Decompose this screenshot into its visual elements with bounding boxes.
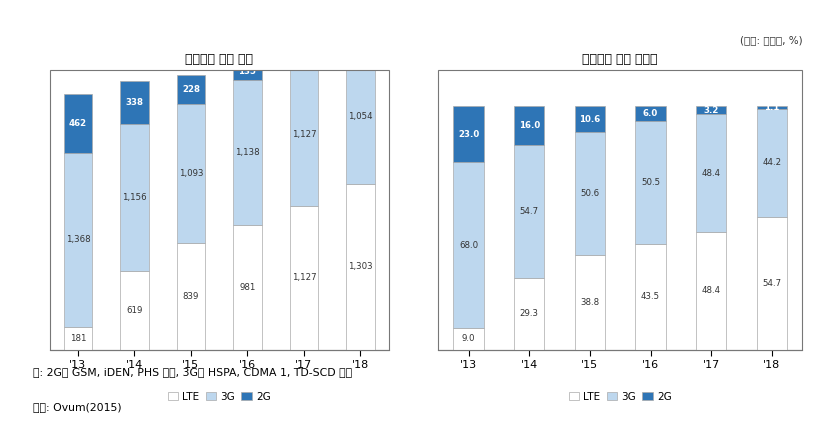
- Text: 27: 27: [355, 44, 366, 53]
- Text: 9.0: 9.0: [462, 334, 476, 343]
- Text: 44.2: 44.2: [762, 158, 782, 167]
- Bar: [696, 232, 726, 350]
- Bar: [120, 81, 149, 124]
- Bar: [757, 109, 787, 217]
- Text: 48.4: 48.4: [701, 286, 721, 295]
- Bar: [453, 106, 484, 162]
- Text: 181: 181: [69, 333, 86, 343]
- Text: 1,303: 1,303: [348, 262, 373, 271]
- Bar: [64, 153, 92, 326]
- Text: 48.4: 48.4: [701, 169, 721, 177]
- Text: 1,368: 1,368: [65, 235, 90, 244]
- Bar: [453, 328, 484, 350]
- Text: 981: 981: [239, 283, 256, 292]
- Text: 1,138: 1,138: [235, 148, 260, 157]
- Text: 자료: Ovum(2015): 자료: Ovum(2015): [33, 402, 122, 412]
- Text: 29.3: 29.3: [520, 309, 538, 319]
- Bar: [289, 53, 318, 63]
- Bar: [514, 278, 544, 350]
- Bar: [64, 94, 92, 153]
- Text: 1,054: 1,054: [348, 112, 373, 121]
- Text: 43.5: 43.5: [641, 292, 660, 301]
- Bar: [575, 255, 605, 350]
- Text: 68.0: 68.0: [459, 240, 478, 250]
- Text: 338: 338: [126, 98, 143, 107]
- Text: 1.1: 1.1: [764, 103, 780, 112]
- Text: 50.6: 50.6: [581, 189, 600, 198]
- Bar: [453, 162, 484, 328]
- Bar: [177, 104, 205, 243]
- Legend: LTE, 3G, 2G: LTE, 3G, 2G: [565, 388, 676, 406]
- Text: 228: 228: [182, 85, 200, 94]
- Bar: [177, 75, 205, 104]
- Bar: [635, 106, 666, 121]
- Text: 3.2: 3.2: [704, 106, 719, 115]
- Text: 1,093: 1,093: [179, 169, 203, 178]
- Bar: [635, 121, 666, 244]
- Bar: [757, 106, 787, 109]
- Text: 75: 75: [298, 54, 310, 63]
- Text: 54.7: 54.7: [519, 207, 539, 216]
- Text: 16.0: 16.0: [519, 121, 540, 130]
- Text: (단위: 백만대, %): (단위: 백만대, %): [739, 35, 802, 45]
- Bar: [575, 106, 605, 132]
- Bar: [757, 217, 787, 350]
- Bar: [120, 124, 149, 271]
- Text: 839: 839: [183, 292, 199, 301]
- Text: 10.6: 10.6: [579, 115, 600, 124]
- Text: 135: 135: [238, 67, 256, 76]
- Legend: LTE, 3G, 2G: LTE, 3G, 2G: [164, 388, 275, 406]
- Bar: [233, 80, 261, 225]
- Bar: [64, 326, 92, 350]
- Text: 23.0: 23.0: [458, 130, 480, 139]
- Text: 주: 2G는 GSM, iDEN, PHS 합계, 3G는 HSPA, CDMA 1, TD-SCD 합계: 주: 2G는 GSM, iDEN, PHS 합계, 3G는 HSPA, CDMA…: [33, 367, 352, 377]
- Bar: [514, 146, 544, 278]
- Text: 〄단말기 판매 비중々: 〄단말기 판매 비중々: [582, 52, 658, 66]
- Text: 38.8: 38.8: [581, 298, 600, 307]
- Bar: [347, 46, 375, 50]
- Bar: [120, 271, 149, 350]
- Bar: [233, 225, 261, 350]
- Bar: [347, 184, 375, 350]
- Bar: [438, 70, 802, 350]
- Bar: [696, 106, 726, 114]
- Text: 1,127: 1,127: [292, 274, 316, 282]
- Bar: [289, 63, 318, 206]
- Bar: [635, 244, 666, 350]
- Text: 6.0: 6.0: [643, 109, 658, 118]
- Bar: [233, 63, 261, 80]
- Text: 〄단말기 판매 수々: 〄단말기 판매 수々: [185, 52, 253, 66]
- Bar: [289, 206, 318, 350]
- Bar: [50, 70, 389, 350]
- Bar: [575, 132, 605, 255]
- Text: 54.7: 54.7: [762, 278, 782, 288]
- Text: 462: 462: [69, 119, 87, 128]
- Text: 1,156: 1,156: [122, 193, 146, 202]
- Bar: [177, 243, 205, 350]
- Bar: [696, 114, 726, 232]
- Bar: [514, 106, 544, 146]
- Text: 1,127: 1,127: [292, 130, 316, 139]
- Text: 619: 619: [127, 306, 142, 315]
- Bar: [347, 50, 375, 184]
- Text: 50.5: 50.5: [641, 178, 660, 187]
